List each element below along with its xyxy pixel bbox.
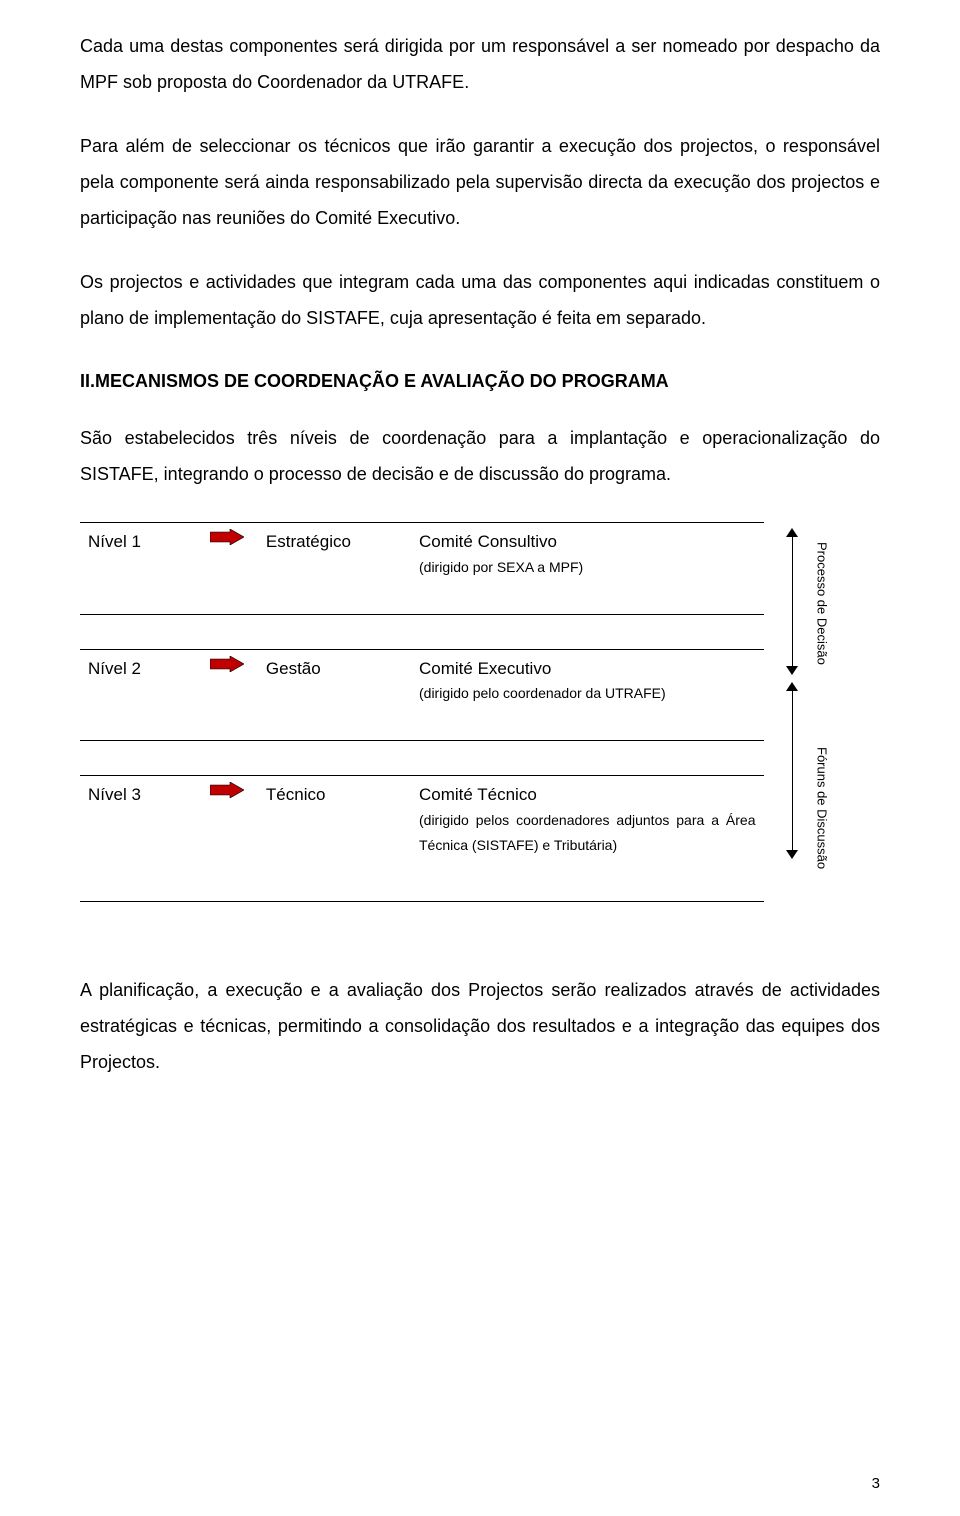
paragraph-4: São estabelecidos três níveis de coorden…	[80, 420, 880, 492]
level-2-category: Gestão	[258, 650, 411, 741]
level-2-arrow-cell	[202, 650, 258, 741]
level-3-category: Técnico	[258, 776, 411, 901]
discussao-label: Fóruns de Discussão	[814, 747, 829, 869]
decisao-arrow-line	[792, 536, 793, 666]
paragraph-1: Cada uma destas componentes será dirigid…	[80, 28, 880, 100]
section-heading: II.MECANISMOS DE COORDENAÇÃO E AVALIAÇÃO…	[80, 364, 880, 398]
paragraph-3: Os projectos e actividades que integram …	[80, 264, 880, 336]
document-page: Cada uma destas componentes será dirigid…	[0, 0, 960, 1516]
levels-diagram: Nível 1 Estratégico Comité Consultivo (d…	[80, 522, 880, 902]
level-3-arrow-cell	[202, 776, 258, 901]
arrow-right-icon	[210, 656, 244, 672]
level-2-label: Nível 2	[80, 650, 202, 741]
paragraph-2: Para além de seleccionar os técnicos que…	[80, 128, 880, 236]
level-3-label: Nível 3	[80, 776, 202, 901]
arrow-right-icon	[210, 782, 244, 798]
level-3-subtitle: (dirigido pelos coordenadores adjuntos p…	[419, 808, 756, 858]
level-3-title: Comité Técnico	[419, 782, 756, 808]
paragraph-5: A planificação, a execução e a avaliação…	[80, 972, 880, 1080]
level-1-subtitle: (dirigido por SEXA a MPF)	[419, 555, 756, 580]
level-1-category: Estratégico	[258, 523, 411, 614]
arrow-down-icon	[786, 850, 798, 859]
page-number: 3	[872, 1475, 880, 1492]
vertical-arrows-column: Processo de Decisão Fóruns de Discussão	[764, 522, 881, 902]
level-row-2: Nível 2 Gestão Comité Executivo (dirigid…	[80, 650, 764, 741]
level-2-title: Comité Executivo	[419, 656, 756, 682]
discussao-arrow-line	[792, 690, 793, 850]
level-row-3: Nível 3 Técnico Comité Técnico (dirigido…	[80, 776, 764, 901]
level-1-arrow-cell	[202, 523, 258, 614]
level-2-subtitle: (dirigido pelo coordenador da UTRAFE)	[419, 681, 756, 706]
level-1-title: Comité Consultivo	[419, 529, 756, 555]
levels-table: Nível 1 Estratégico Comité Consultivo (d…	[80, 522, 764, 902]
level-row-1: Nível 1 Estratégico Comité Consultivo (d…	[80, 523, 764, 614]
decisao-label: Processo de Decisão	[814, 542, 829, 665]
arrow-right-icon	[210, 529, 244, 545]
level-1-label: Nível 1	[80, 523, 202, 614]
arrow-down-icon	[786, 666, 798, 675]
